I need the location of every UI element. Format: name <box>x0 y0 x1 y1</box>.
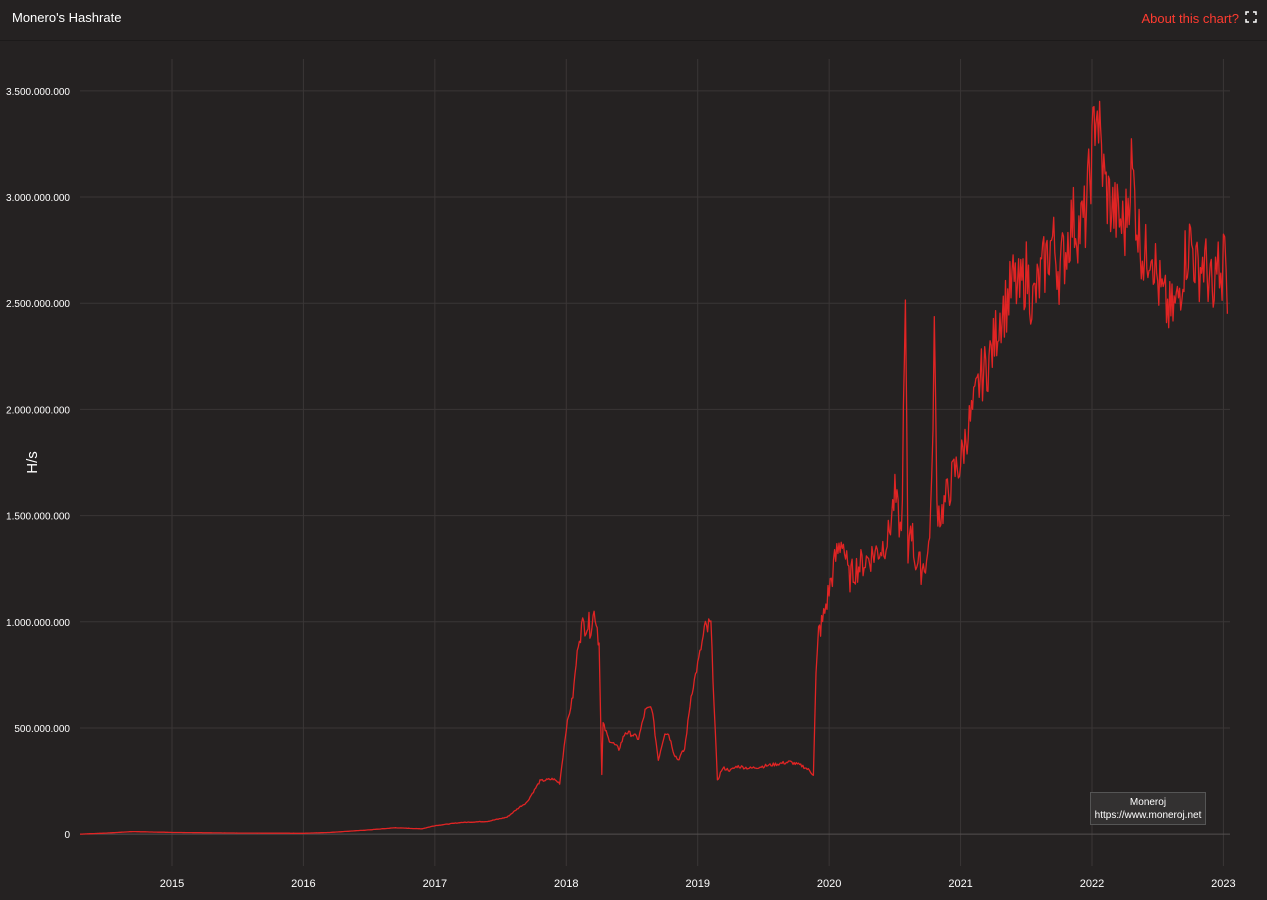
x-tick-label: 2022 <box>1080 878 1104 890</box>
x-tick-label: 2023 <box>1211 878 1235 890</box>
about-chart-link[interactable]: About this chart? <box>1141 11 1239 26</box>
x-tick-label: 2017 <box>423 878 447 890</box>
x-tick-label: 2016 <box>291 878 315 890</box>
x-tick-label: 2019 <box>685 878 709 890</box>
hashrate-series-line <box>80 100 1229 835</box>
y-tick-label: 2.000.000.000 <box>6 405 70 416</box>
y-tick-label: 500.000.000 <box>14 724 70 735</box>
watermark-name: Moneroj <box>1129 797 1167 808</box>
watermark: Moneroj https://www.moneroj.net <box>1090 792 1206 825</box>
y-tick-label: 0 <box>64 830 70 841</box>
y-axis-label: H/s <box>24 451 41 474</box>
x-tick-label: 2018 <box>554 878 578 890</box>
y-tick-label: 2.500.000.000 <box>6 299 70 310</box>
y-tick-label: 3.000.000.000 <box>6 193 70 204</box>
chart-title: Monero's Hashrate <box>12 10 122 25</box>
x-tick-label: 2020 <box>817 878 841 890</box>
expand-icon[interactable] <box>1245 11 1257 23</box>
hashrate-chart: 2015 2016 2017 2018 2019 2020 2021 2022 2023 0 500… <box>6 59 1236 890</box>
chart-header: Monero's Hashrate About this chart? <box>0 0 1267 41</box>
x-tick-label: 2015 <box>160 878 184 890</box>
y-tick-label: 1.000.000.000 <box>6 618 70 629</box>
watermark-url: https://www.moneroj.net <box>1094 810 1202 821</box>
x-tick-label: 2021 <box>948 878 972 890</box>
y-tick-label: 3.500.000.000 <box>6 87 70 98</box>
y-tick-label: 1.500.000.000 <box>6 512 70 523</box>
